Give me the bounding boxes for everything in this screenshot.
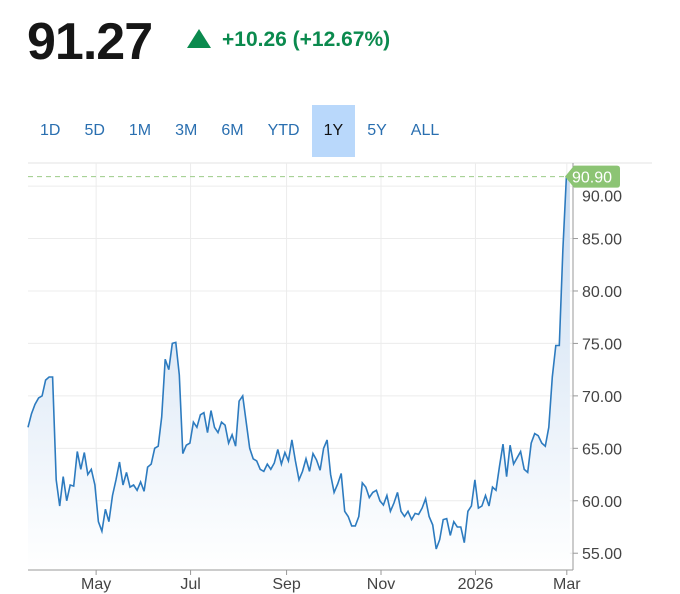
current-price: 91.27 xyxy=(27,13,153,71)
x-tick-label: May xyxy=(81,576,111,593)
tab-ytd[interactable]: YTD xyxy=(267,122,300,139)
x-tick-label: Nov xyxy=(367,576,395,593)
y-tick-label: 80.00 xyxy=(582,284,622,301)
price-change: +10.26 (+12.67%) xyxy=(222,28,391,51)
y-tick-label: 60.00 xyxy=(582,494,622,511)
tab-5y[interactable]: 5Y xyxy=(367,122,387,139)
tab-6m[interactable]: 6M xyxy=(221,122,244,139)
range-tabs: 1D 5D 1M 3M 6M YTD 1Y 5Y ALL xyxy=(28,105,451,157)
tab-all[interactable]: ALL xyxy=(410,122,440,139)
y-tick-label: 65.00 xyxy=(582,441,622,458)
tab-1y[interactable]: 1Y xyxy=(311,105,356,157)
last-value-label: 90.90 xyxy=(572,170,612,187)
triangle-up-icon xyxy=(187,29,211,48)
x-tick-label: Sep xyxy=(272,576,301,593)
y-tick-label: 70.00 xyxy=(582,389,622,406)
x-tick-label: 2026 xyxy=(458,576,494,593)
price-line xyxy=(27,175,570,550)
tab-1d[interactable]: 1D xyxy=(40,122,61,139)
area-fill xyxy=(28,176,570,570)
tab-1m[interactable]: 1M xyxy=(128,122,152,139)
x-tick-label: Mar xyxy=(553,576,581,593)
y-tick-label: 85.00 xyxy=(582,232,622,249)
tab-5d[interactable]: 5D xyxy=(84,122,105,139)
x-tick-label: Jul xyxy=(180,576,200,593)
last-value-tag xyxy=(565,165,620,188)
y-tick-label: 75.00 xyxy=(582,336,622,353)
y-tick-label: 90.00 xyxy=(582,189,622,206)
tab-3m[interactable]: 3M xyxy=(175,122,198,139)
y-tick-label: 55.00 xyxy=(582,546,622,563)
